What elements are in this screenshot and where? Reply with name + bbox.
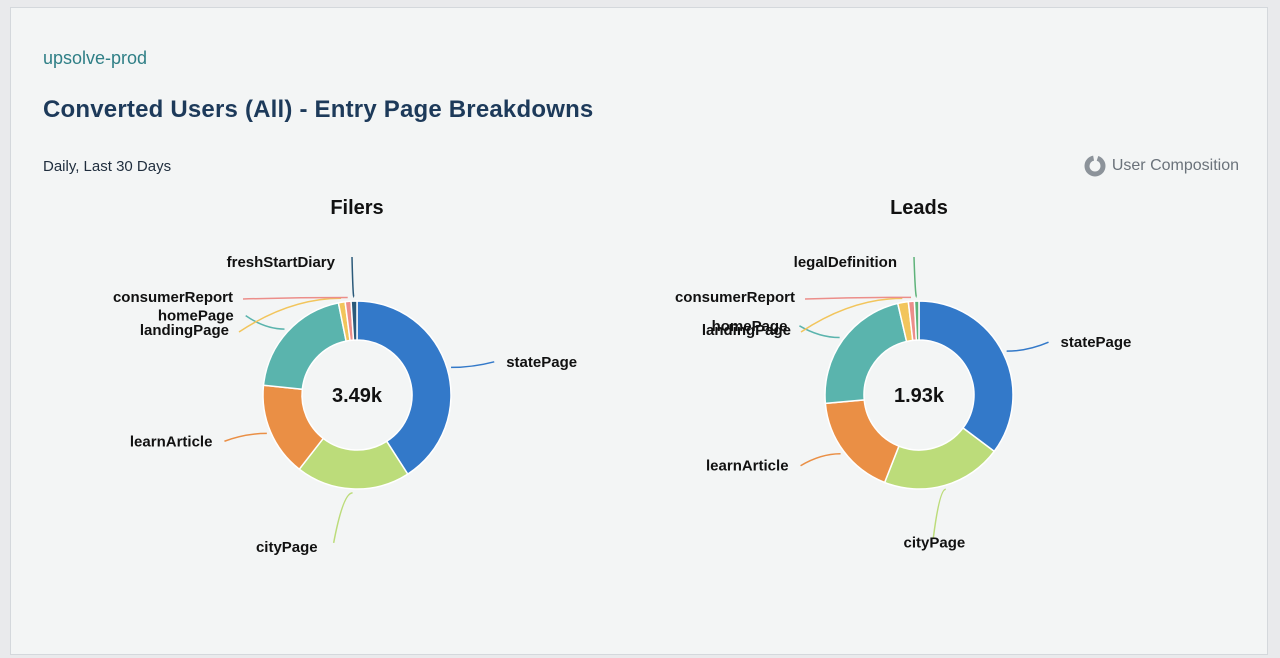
leader-line-consumerReport <box>242 296 348 300</box>
page-title: Converted Users (All) - Entry Page Break… <box>43 96 594 123</box>
slice-label-consumerReport: consumerReport <box>113 289 233 306</box>
leader-line-legalDefinition <box>913 256 918 298</box>
slice-statePage[interactable] <box>918 300 1014 453</box>
slice-learnArticle[interactable] <box>824 399 900 484</box>
slice-label-landingPage: landingPage <box>140 322 229 339</box>
chart-title: Leads <box>890 197 948 219</box>
user-composition-label: User Composition <box>1111 157 1239 174</box>
slice-homePage[interactable] <box>262 301 348 391</box>
slice-label-learnArticle: learnArticle <box>130 433 213 450</box>
dashboard-card: upsolve-prod Converted Users (All) - Ent… <box>10 7 1268 655</box>
slice-label-cityPage: cityPage <box>256 539 318 556</box>
period-label: Daily, Last 30 Days <box>43 158 172 175</box>
leader-line-statePage <box>1006 341 1049 352</box>
leader-line-learnArticle <box>800 453 841 467</box>
slice-legalDefinition[interactable] <box>913 300 920 341</box>
slice-label-consumerReport: consumerReport <box>675 289 795 306</box>
slice-label-legalDefinition: legalDefinition <box>794 254 897 271</box>
donut-chart-icon <box>1084 155 1106 177</box>
slice-label-statePage: statePage <box>506 354 577 371</box>
chart-title: Filers <box>330 197 383 219</box>
slice-label-learnArticle: learnArticle <box>706 458 789 475</box>
slice-label-statePage: statePage <box>1061 334 1132 351</box>
leader-line-homePage <box>799 325 840 339</box>
user-composition-link[interactable]: User Composition <box>1084 155 1239 177</box>
leader-line-learnArticle <box>224 432 267 442</box>
leader-line-consumerReport <box>804 296 912 300</box>
slice-label-homePage: homePage <box>158 308 234 325</box>
slice-label-cityPage: cityPage <box>904 535 966 552</box>
slice-freshStartDiary[interactable] <box>350 300 358 341</box>
slice-label-homePage: homePage <box>712 318 788 335</box>
donut-chart-filers: Filers statePage cityPage learnArticle homeP… <box>113 197 577 556</box>
center-total: 3.49k <box>332 385 383 407</box>
slice-label-freshStartDiary: freshStartDiary <box>227 254 336 271</box>
leader-line-cityPage <box>332 492 353 544</box>
leader-line-freshStartDiary <box>351 256 355 298</box>
leader-line-homePage <box>245 315 285 330</box>
project-name[interactable]: upsolve-prod <box>43 48 148 68</box>
leader-line-landingPage <box>800 297 903 333</box>
slice-statePage[interactable] <box>356 300 452 476</box>
slice-label-landingPage: landingPage <box>702 322 791 339</box>
leader-line-landingPage <box>238 297 342 333</box>
leader-line-cityPage <box>932 488 947 539</box>
leader-line-statePage <box>451 361 495 369</box>
donut-chart-leads: Leads statePage cityPage learnArticle homePa… <box>675 197 1131 552</box>
center-total: 1.93k <box>894 385 945 407</box>
